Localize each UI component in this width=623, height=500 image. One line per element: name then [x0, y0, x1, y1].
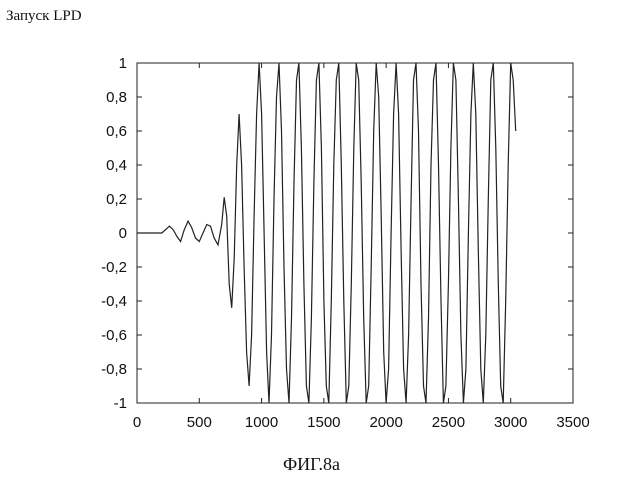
y-tick-label: -1 [114, 395, 127, 412]
y-tick-label: 0,6 [106, 123, 127, 140]
x-tick-label: 3500 [556, 414, 589, 431]
series-line [137, 63, 516, 403]
line-chart: 0 500 1000 1500 2000 2500 3000 3500 1 0,8 0,6 0,4 0,… [0, 0, 623, 450]
x-tick-label: 500 [187, 414, 212, 431]
x-tick-label: 3000 [494, 414, 527, 431]
y-tick-label: 0,4 [106, 157, 127, 174]
x-tick-label: 2000 [369, 414, 402, 431]
x-tick-label: 2500 [432, 414, 465, 431]
y-tick-label: -0,6 [101, 327, 127, 344]
y-tick-label: 0,8 [106, 89, 127, 106]
figure-caption: ФИГ.8a [0, 454, 623, 475]
y-tick-label: -0,2 [101, 259, 127, 276]
x-tick-label: 0 [133, 414, 141, 431]
x-tick-label: 1500 [307, 414, 340, 431]
y-tick-label: 1 [119, 55, 127, 72]
x-tick-label: 1000 [245, 414, 278, 431]
y-tick-label: -0,8 [101, 361, 127, 378]
y-tick-label: -0,4 [101, 293, 127, 310]
y-tick-label: 0 [119, 225, 127, 242]
y-tick-label: 0,2 [106, 191, 127, 208]
